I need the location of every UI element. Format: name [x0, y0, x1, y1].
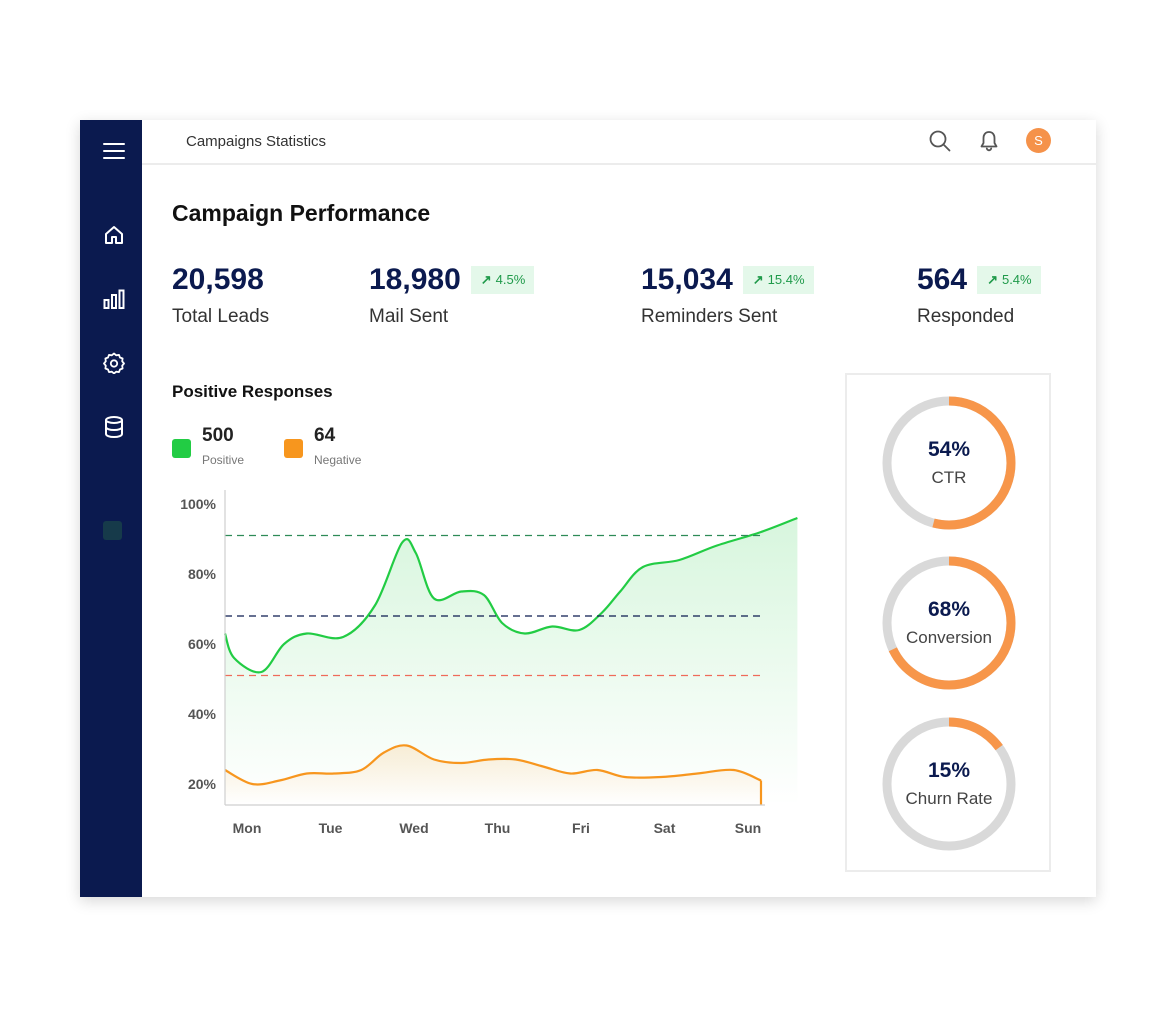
- app-window: Campaigns Statistics S Campaign Performa…: [80, 120, 1096, 897]
- bell-icon[interactable]: [976, 128, 1002, 154]
- gauge-ctr: 54% CTR: [879, 393, 1019, 533]
- stat-value: 15,034: [641, 263, 733, 296]
- change-value: 5.4%: [1001, 272, 1032, 287]
- stat-label: Reminders Sent: [641, 306, 778, 327]
- arrow-up-right-icon: ↗: [987, 272, 998, 287]
- series-line-positive: [223, 516, 798, 674]
- series-area-positive: [225, 518, 798, 805]
- y-tick-label: 40%: [188, 706, 217, 722]
- x-tick-label: Tue: [319, 820, 343, 836]
- stat-mail-sent: 18,980 ↗ 4.5% Mail Sent: [369, 260, 535, 328]
- stat-label: Total Leads: [172, 306, 270, 327]
- change-badge: ↗ 5.4%: [977, 266, 1041, 294]
- gear-icon[interactable]: [101, 350, 127, 376]
- gauge-progress: [882, 396, 1016, 530]
- gauge-label: CTR: [931, 468, 967, 487]
- stat-reminders-sent: 15,034 ↗ 15.4% Reminders Sent: [641, 260, 814, 328]
- legend-value: 500: [202, 425, 234, 446]
- legend-label: Positive: [202, 453, 245, 467]
- x-tick-label: Mon: [233, 820, 262, 836]
- sidebar-square-button[interactable]: [103, 521, 122, 540]
- x-tick-label: Sat: [654, 820, 676, 836]
- change-value: 4.5%: [495, 272, 526, 287]
- positive-responses-chart: 100% 80% 60% 40% 20% Mon Tue Wed Thu Fri Sat Sun: [170, 480, 830, 840]
- series-area-negative: [225, 745, 761, 805]
- stat-value: 564: [917, 263, 968, 296]
- stat-total-leads: 20,598 Total Leads: [172, 260, 269, 328]
- gauge-ring: [882, 556, 1016, 690]
- legend-swatch: [284, 439, 303, 458]
- gauge-ring: [882, 396, 1016, 530]
- arrow-up-right-icon: ↗: [752, 272, 764, 287]
- database-icon[interactable]: [101, 414, 127, 440]
- gauge-ring: [882, 717, 1016, 851]
- legend-value: 64: [314, 425, 336, 446]
- avatar[interactable]: S: [1026, 128, 1051, 153]
- stat-value: 18,980: [369, 263, 461, 296]
- change-value: 15.4%: [767, 272, 805, 287]
- stat-label: Mail Sent: [369, 306, 449, 327]
- stat-value: 20,598: [172, 263, 264, 296]
- page-title: Campaign Performance: [172, 200, 431, 226]
- gauge-label: Churn Rate: [905, 789, 993, 808]
- topbar-title: Campaigns Statistics: [186, 133, 327, 150]
- gauge-value: 54%: [927, 438, 971, 461]
- x-tick-label: Fri: [572, 820, 590, 836]
- top-bar: Campaigns Statistics S: [142, 120, 1096, 165]
- series-line-negative: [224, 744, 762, 786]
- gauge-progress: [882, 556, 1016, 690]
- gauge-label: Conversion: [906, 628, 992, 647]
- x-tick-label: Sun: [735, 820, 761, 836]
- home-icon[interactable]: [101, 222, 127, 248]
- y-tick-label: 80%: [188, 566, 217, 582]
- menu-icon[interactable]: [101, 138, 127, 164]
- y-tick-label: 60%: [188, 636, 217, 652]
- gauge-progress: [882, 717, 1016, 851]
- sidebar: [80, 120, 142, 897]
- bar-chart-icon[interactable]: [101, 286, 127, 312]
- y-tick-label: 20%: [188, 776, 217, 792]
- stat-responded: 564 ↗ 5.4% Responded: [917, 260, 1041, 328]
- arrow-up-right-icon: ↗: [480, 272, 492, 287]
- line-chart: 100% 80% 60% 40% 20% Mon Tue Wed Thu Fri Sat Sun: [180, 490, 798, 836]
- x-tick-label: Wed: [399, 820, 428, 836]
- stat-label: Responded: [917, 306, 1015, 327]
- gauge-value: 68%: [927, 598, 971, 621]
- change-badge: ↗ 4.5%: [470, 266, 535, 294]
- legend-label: Negative: [314, 453, 362, 467]
- search-icon[interactable]: [927, 128, 953, 154]
- gauge-value: 15%: [927, 759, 971, 782]
- x-tick-label: Thu: [485, 820, 511, 836]
- gauge-churn-rate: 15% Churn Rate: [879, 714, 1019, 854]
- gauges-panel: 54% CTR 68% Conversion 15% Churn Rate: [845, 373, 1051, 872]
- gauge-conversion: 68% Conversion: [879, 553, 1019, 693]
- y-tick-label: 100%: [180, 496, 216, 512]
- change-badge: ↗ 15.4%: [742, 266, 814, 294]
- legend-swatch: [172, 439, 191, 458]
- section-title: Positive Responses: [172, 382, 333, 401]
